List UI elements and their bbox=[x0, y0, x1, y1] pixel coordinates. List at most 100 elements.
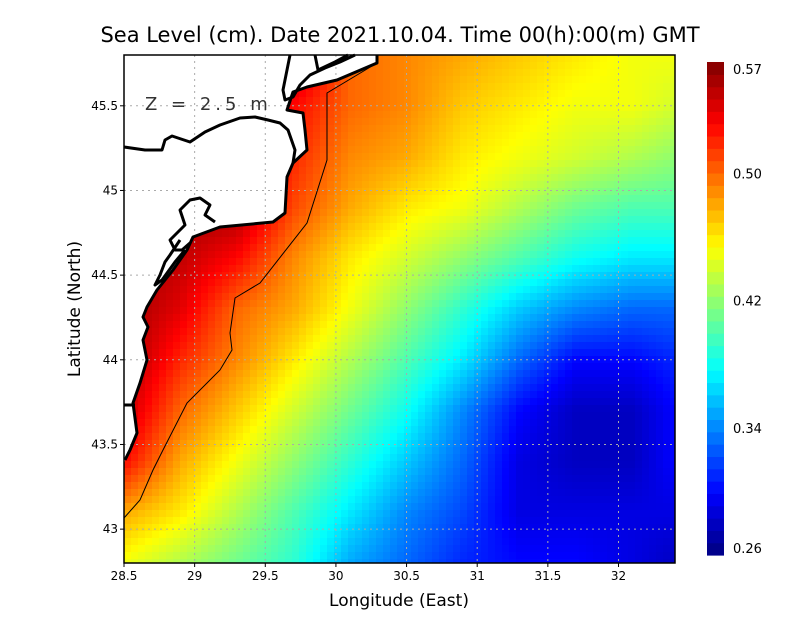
heat-cell bbox=[439, 83, 447, 91]
heat-cell bbox=[355, 139, 363, 147]
heat-cell bbox=[243, 314, 251, 322]
heat-cell bbox=[509, 412, 517, 420]
heat-cell bbox=[579, 167, 587, 175]
heat-cell bbox=[159, 356, 167, 364]
heat-cell bbox=[208, 426, 216, 434]
heat-cell bbox=[628, 160, 636, 168]
heat-cell bbox=[369, 384, 377, 392]
heat-cell bbox=[194, 335, 202, 343]
heat-cell bbox=[376, 55, 384, 63]
heat-cell bbox=[271, 363, 279, 371]
heat-cell bbox=[425, 370, 433, 378]
heat-cell bbox=[474, 454, 482, 462]
heat-cell bbox=[411, 55, 419, 63]
heat-cell bbox=[313, 426, 321, 434]
heat-cell bbox=[383, 335, 391, 343]
heat-cell bbox=[313, 251, 321, 259]
heat-cell bbox=[194, 286, 202, 294]
heat-cell bbox=[579, 90, 587, 98]
heat-cell bbox=[656, 181, 664, 189]
heat-cell bbox=[194, 258, 202, 266]
heat-cell bbox=[558, 377, 566, 385]
heat-cell bbox=[649, 321, 657, 329]
heat-cell bbox=[404, 104, 412, 112]
heat-cell bbox=[642, 146, 650, 154]
heat-cell bbox=[586, 174, 594, 182]
heat-cell bbox=[600, 195, 608, 203]
heat-cell bbox=[327, 363, 335, 371]
heat-cell bbox=[670, 69, 676, 77]
heat-cell bbox=[348, 76, 356, 84]
heat-cell bbox=[173, 384, 181, 392]
heat-cell bbox=[432, 475, 440, 483]
heat-cell bbox=[404, 391, 412, 399]
heat-cell bbox=[551, 188, 559, 196]
heat-cell bbox=[404, 244, 412, 252]
heat-cell bbox=[635, 398, 643, 406]
heat-cell bbox=[257, 237, 265, 245]
heat-cell bbox=[250, 363, 258, 371]
heat-cell bbox=[194, 237, 202, 245]
heat-cell bbox=[523, 377, 531, 385]
heat-cell bbox=[397, 230, 405, 238]
heat-cell bbox=[607, 209, 615, 217]
heat-cell bbox=[572, 174, 580, 182]
heat-cell bbox=[586, 83, 594, 91]
heat-cell bbox=[404, 286, 412, 294]
heat-cell bbox=[285, 293, 293, 301]
heat-cell bbox=[502, 132, 510, 140]
heat-cell bbox=[180, 440, 188, 448]
heat-cell bbox=[439, 97, 447, 105]
heat-cell bbox=[362, 258, 370, 266]
heat-cell bbox=[635, 174, 643, 182]
heat-cell bbox=[306, 356, 314, 364]
heat-cell bbox=[586, 62, 594, 70]
heat-cell bbox=[509, 195, 517, 203]
heat-cell bbox=[313, 160, 321, 168]
heat-cell bbox=[418, 363, 426, 371]
heat-cell bbox=[362, 279, 370, 287]
heat-cell bbox=[523, 398, 531, 406]
heat-cell bbox=[586, 125, 594, 133]
heat-cell bbox=[166, 447, 174, 455]
heat-cell bbox=[551, 111, 559, 119]
heat-cell bbox=[474, 69, 482, 77]
heat-cell bbox=[516, 405, 524, 413]
heat-cell bbox=[327, 174, 335, 182]
heat-cell bbox=[187, 496, 195, 504]
heat-cell bbox=[404, 195, 412, 203]
heat-cell bbox=[530, 398, 538, 406]
heat-cell bbox=[446, 293, 454, 301]
heat-cell bbox=[215, 489, 223, 497]
heat-cell bbox=[551, 356, 559, 364]
heat-cell bbox=[432, 412, 440, 420]
heat-cell bbox=[292, 251, 300, 259]
heat-cell bbox=[642, 139, 650, 147]
heat-cell bbox=[642, 118, 650, 126]
heat-cell bbox=[341, 454, 349, 462]
heat-cell bbox=[439, 314, 447, 322]
heat-cell bbox=[264, 419, 272, 427]
heat-cell bbox=[670, 174, 676, 182]
heat-cell bbox=[215, 300, 223, 308]
heat-cell bbox=[481, 62, 489, 70]
heat-cell bbox=[313, 349, 321, 357]
heat-cell bbox=[348, 118, 356, 126]
heat-cell bbox=[411, 118, 419, 126]
heat-cell bbox=[348, 300, 356, 308]
heat-cell bbox=[502, 419, 510, 427]
heat-cell bbox=[313, 244, 321, 252]
heat-cell bbox=[383, 118, 391, 126]
heat-cell bbox=[299, 97, 307, 105]
heat-cell bbox=[285, 384, 293, 392]
heat-cell bbox=[509, 286, 517, 294]
heat-cell bbox=[334, 426, 342, 434]
heat-cell bbox=[145, 335, 153, 343]
heat-cell bbox=[369, 454, 377, 462]
heat-cell bbox=[264, 272, 272, 280]
heat-cell bbox=[320, 398, 328, 406]
heat-cell bbox=[397, 426, 405, 434]
heat-cell bbox=[649, 461, 657, 469]
heat-cell bbox=[306, 468, 314, 476]
heat-cell bbox=[481, 76, 489, 84]
